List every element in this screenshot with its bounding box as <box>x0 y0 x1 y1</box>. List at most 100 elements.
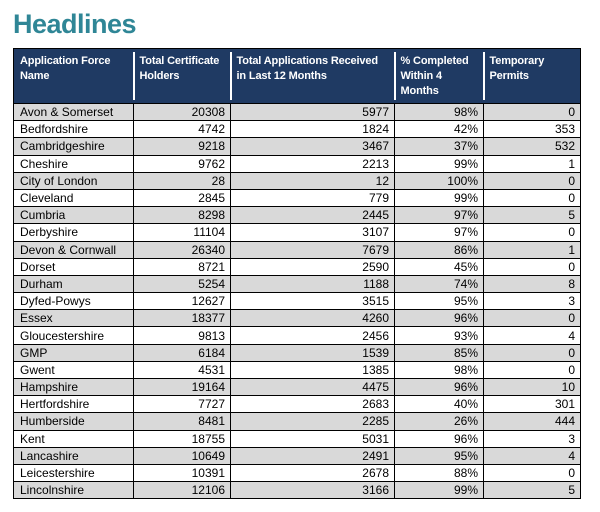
value-cell: 0 <box>483 309 581 328</box>
value-cell: 301 <box>483 395 581 414</box>
value-cell: 42% <box>394 120 484 139</box>
value-cell: 2683 <box>230 395 395 414</box>
value-cell: 4 <box>483 446 581 465</box>
value-cell: 532 <box>483 137 581 156</box>
value-cell: 7679 <box>230 240 395 259</box>
force-name-cell: Durham <box>13 274 134 294</box>
value-cell: 9762 <box>133 154 231 173</box>
table-row: Cumbria 8298 2445 97% 5 <box>13 206 581 225</box>
table-row: GMP 6184 1539 85% 0 <box>13 343 581 362</box>
value-cell: 1824 <box>230 120 395 139</box>
value-cell: 99% <box>394 481 484 500</box>
value-cell: 6184 <box>133 343 231 362</box>
value-cell: 96% <box>394 377 484 397</box>
table-row: Kent 18755 5031 96% 3 <box>13 429 581 448</box>
value-cell: 4 <box>483 326 581 345</box>
force-name-cell: Humberside <box>13 412 134 431</box>
value-cell: 12106 <box>133 481 231 500</box>
column-header-percent-completed: % Completed Within 4 Months <box>393 48 484 104</box>
table-row: Durham 5254 1188 74% 8 <box>13 274 581 294</box>
table-row: Gwent 4531 1385 98% 0 <box>13 360 581 380</box>
value-cell: 4742 <box>133 120 231 139</box>
table-row: Essex 18377 4260 96% 0 <box>13 309 581 328</box>
value-cell: 99% <box>394 154 484 173</box>
value-cell: 40% <box>394 395 484 414</box>
column-header-total-applications-received: Total Applications Received in Last 12 M… <box>229 48 395 104</box>
value-cell: 95% <box>394 292 484 311</box>
value-cell: 100% <box>394 171 484 190</box>
value-cell: 0 <box>483 102 581 122</box>
force-name-cell: Hertfordshire <box>13 395 134 414</box>
table-row: Lancashire 10649 2491 95% 4 <box>13 446 581 465</box>
force-name-cell: Devon & Cornwall <box>13 240 134 259</box>
value-cell: 4260 <box>230 309 395 328</box>
value-cell: 19164 <box>133 377 231 397</box>
headlines-page: Headlines Application Force Name Total C… <box>0 8 600 512</box>
value-cell: 12627 <box>133 292 231 311</box>
value-cell: 8298 <box>133 206 231 225</box>
value-cell: 37% <box>394 137 484 156</box>
value-cell: 1 <box>483 154 581 173</box>
value-cell: 5031 <box>230 429 395 448</box>
value-cell: 2456 <box>230 326 395 345</box>
value-cell: 8481 <box>133 412 231 431</box>
table-row: City of London 28 12 100% 0 <box>13 171 581 190</box>
force-name-cell: Dorset <box>13 257 134 276</box>
value-cell: 2678 <box>230 463 395 483</box>
value-cell: 18377 <box>133 309 231 328</box>
table-row: Dyfed-Powys 12627 3515 95% 3 <box>13 292 581 311</box>
table-row: Devon & Cornwall 26340 7679 86% 1 <box>13 240 581 259</box>
table-row: Cheshire 9762 2213 99% 1 <box>13 154 581 173</box>
force-name-cell: Dyfed-Powys <box>13 292 134 311</box>
value-cell: 97% <box>394 206 484 225</box>
value-cell: 1539 <box>230 343 395 362</box>
table-row: Leicestershire 10391 2678 88% 0 <box>13 463 581 483</box>
value-cell: 99% <box>394 188 484 208</box>
value-cell: 5 <box>483 481 581 500</box>
value-cell: 2285 <box>230 412 395 431</box>
value-cell: 12 <box>230 171 395 190</box>
value-cell: 98% <box>394 102 484 122</box>
table-row: Derbyshire 11104 3107 97% 0 <box>13 223 581 242</box>
value-cell: 45% <box>394 257 484 276</box>
headlines-table: Application Force Name Total Certificate… <box>13 48 581 500</box>
table-body: Avon & Somerset 20308 5977 98% 0 Bedfordshire… <box>13 102 581 500</box>
value-cell: 0 <box>483 463 581 483</box>
force-name-cell: Derbyshire <box>13 223 134 242</box>
table-row: Dorset 8721 2590 45% 0 <box>13 257 581 276</box>
table-row: Bedfordshire 4742 1824 42% 353 <box>13 120 581 139</box>
force-name-cell: Bedfordshire <box>13 120 134 139</box>
force-name-cell: Cumbria <box>13 206 134 225</box>
value-cell: 3107 <box>230 223 395 242</box>
value-cell: 4531 <box>133 360 231 380</box>
value-cell: 8721 <box>133 257 231 276</box>
page-title: Headlines <box>13 9 137 39</box>
table-row: Hertfordshire 7727 2683 40% 301 <box>13 395 581 414</box>
value-cell: 95% <box>394 446 484 465</box>
value-cell: 3166 <box>230 481 395 500</box>
force-name-cell: Essex <box>13 309 134 328</box>
value-cell: 9218 <box>133 137 231 156</box>
table-row: Gloucestershire 9813 2456 93% 4 <box>13 326 581 345</box>
column-header-temporary-permits: Temporary Permits <box>482 48 581 104</box>
value-cell: 88% <box>394 463 484 483</box>
value-cell: 2491 <box>230 446 395 465</box>
column-header-total-certificate-holders: Total Certificate Holders <box>132 48 231 104</box>
value-cell: 10391 <box>133 463 231 483</box>
table-row: Hampshire 19164 4475 96% 10 <box>13 377 581 397</box>
table-row: Cleveland 2845 779 99% 0 <box>13 188 581 208</box>
value-cell: 26% <box>394 412 484 431</box>
value-cell: 20308 <box>133 102 231 122</box>
table-row: Humberside 8481 2285 26% 444 <box>13 412 581 431</box>
value-cell: 96% <box>394 429 484 448</box>
force-name-cell: Leicestershire <box>13 463 134 483</box>
force-name-cell: Cleveland <box>13 188 134 208</box>
value-cell: 28 <box>133 171 231 190</box>
value-cell: 353 <box>483 120 581 139</box>
force-name-cell: Hampshire <box>13 377 134 397</box>
force-name-cell: Cambridgeshire <box>13 137 134 156</box>
value-cell: 9813 <box>133 326 231 345</box>
value-cell: 3515 <box>230 292 395 311</box>
value-cell: 1188 <box>230 274 395 294</box>
table-row: Lincolnshire 12106 3166 99% 5 <box>13 481 581 500</box>
